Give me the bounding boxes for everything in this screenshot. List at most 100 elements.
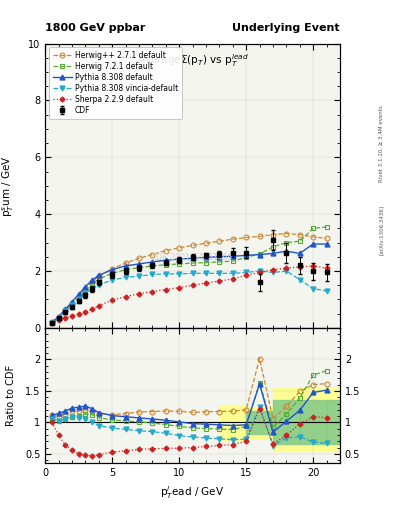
Pythia 8.308 default — [298, 250, 302, 257]
Herwig++ 2.7.1 default — [137, 255, 141, 261]
Herwig 7.2.1 default — [56, 314, 61, 321]
Herwig++ 2.7.1 default — [123, 260, 128, 266]
Line: Herwig++ 2.7.1 default: Herwig++ 2.7.1 default — [50, 231, 329, 325]
Sherpa 2.2.9 default — [324, 265, 329, 271]
Sherpa 2.2.9 default — [70, 313, 74, 319]
Sherpa 2.2.9 default — [217, 278, 222, 284]
Pythia 8.308 default — [244, 252, 248, 259]
Herwig++ 2.7.1 default — [70, 300, 74, 306]
Herwig 7.2.1 default — [284, 240, 289, 246]
Pythia 8.308 vincia-default — [76, 296, 81, 302]
Pythia 8.308 default — [110, 267, 114, 273]
Text: Average$\Sigma$(p$_T$) vs p$_T^{lead}$: Average$\Sigma$(p$_T$) vs p$_T^{lead}$ — [137, 52, 248, 69]
Sherpa 2.2.9 default — [230, 276, 235, 282]
Pythia 8.308 vincia-default — [271, 269, 275, 275]
Herwig++ 2.7.1 default — [110, 266, 114, 272]
Pythia 8.308 vincia-default — [63, 308, 68, 314]
Sherpa 2.2.9 default — [63, 315, 68, 321]
Herwig 7.2.1 default — [217, 259, 222, 265]
Pythia 8.308 vincia-default — [96, 282, 101, 288]
Herwig++ 2.7.1 default — [96, 273, 101, 279]
Sherpa 2.2.9 default — [150, 288, 155, 294]
Herwig++ 2.7.1 default — [63, 307, 68, 313]
Sherpa 2.2.9 default — [50, 319, 54, 326]
Pythia 8.308 vincia-default — [244, 269, 248, 275]
Sherpa 2.2.9 default — [284, 265, 289, 271]
Herwig 7.2.1 default — [50, 319, 54, 326]
Herwig++ 2.7.1 default — [324, 236, 329, 242]
Pythia 8.308 vincia-default — [311, 286, 316, 292]
Pythia 8.308 vincia-default — [204, 270, 208, 276]
Sherpa 2.2.9 default — [90, 306, 94, 312]
Sherpa 2.2.9 default — [298, 264, 302, 270]
Pythia 8.308 vincia-default — [298, 276, 302, 283]
Pythia 8.308 default — [284, 248, 289, 254]
Pythia 8.308 default — [96, 272, 101, 279]
Herwig++ 2.7.1 default — [83, 286, 88, 292]
Herwig 7.2.1 default — [150, 263, 155, 269]
Herwig 7.2.1 default — [257, 251, 262, 257]
Pythia 8.308 vincia-default — [50, 319, 54, 326]
Text: Underlying Event: Underlying Event — [232, 23, 340, 33]
Pythia 8.308 vincia-default — [137, 273, 141, 279]
Herwig++ 2.7.1 default — [50, 319, 54, 325]
Herwig++ 2.7.1 default — [311, 234, 316, 240]
Pythia 8.308 default — [204, 254, 208, 261]
Pythia 8.308 vincia-default — [56, 314, 61, 321]
Sherpa 2.2.9 default — [123, 293, 128, 300]
Sherpa 2.2.9 default — [76, 311, 81, 317]
Pythia 8.308 vincia-default — [150, 271, 155, 278]
Herwig 7.2.1 default — [271, 244, 275, 250]
Legend: Herwig++ 2.7.1 default, Herwig 7.2.1 default, Pythia 8.308 default, Pythia 8.308: Herwig++ 2.7.1 default, Herwig 7.2.1 def… — [49, 47, 182, 118]
Sherpa 2.2.9 default — [110, 297, 114, 303]
Herwig 7.2.1 default — [76, 295, 81, 301]
Herwig 7.2.1 default — [324, 224, 329, 230]
Herwig 7.2.1 default — [177, 261, 182, 267]
Herwig 7.2.1 default — [163, 262, 168, 268]
Sherpa 2.2.9 default — [271, 267, 275, 273]
Herwig++ 2.7.1 default — [76, 293, 81, 299]
Herwig 7.2.1 default — [311, 225, 316, 231]
Herwig++ 2.7.1 default — [284, 230, 289, 237]
Sherpa 2.2.9 default — [163, 286, 168, 292]
Sherpa 2.2.9 default — [190, 282, 195, 288]
Pythia 8.308 default — [137, 261, 141, 267]
Pythia 8.308 default — [257, 251, 262, 258]
Herwig 7.2.1 default — [90, 281, 94, 287]
Pythia 8.308 vincia-default — [70, 302, 74, 308]
Pythia 8.308 default — [271, 250, 275, 257]
Herwig 7.2.1 default — [123, 267, 128, 273]
Pythia 8.308 default — [217, 254, 222, 260]
Sherpa 2.2.9 default — [56, 317, 61, 323]
Pythia 8.308 vincia-default — [163, 271, 168, 277]
Herwig++ 2.7.1 default — [298, 231, 302, 238]
Pythia 8.308 default — [83, 284, 88, 290]
Line: Sherpa 2.2.9 default: Sherpa 2.2.9 default — [50, 264, 328, 325]
Herwig 7.2.1 default — [70, 302, 74, 308]
Pythia 8.308 vincia-default — [324, 288, 329, 294]
Sherpa 2.2.9 default — [244, 272, 248, 279]
Herwig 7.2.1 default — [83, 288, 88, 294]
Y-axis label: Ratio to CDF: Ratio to CDF — [6, 365, 16, 426]
Line: Herwig 7.2.1 default: Herwig 7.2.1 default — [50, 225, 329, 325]
Herwig 7.2.1 default — [244, 254, 248, 261]
Herwig 7.2.1 default — [96, 276, 101, 282]
Herwig++ 2.7.1 default — [190, 242, 195, 248]
Herwig++ 2.7.1 default — [244, 234, 248, 241]
Pythia 8.308 default — [56, 313, 61, 319]
Herwig++ 2.7.1 default — [163, 247, 168, 253]
Pythia 8.308 vincia-default — [230, 270, 235, 276]
Herwig++ 2.7.1 default — [230, 236, 235, 242]
Herwig 7.2.1 default — [298, 238, 302, 244]
Pythia 8.308 default — [324, 241, 329, 247]
Pythia 8.308 vincia-default — [190, 270, 195, 276]
Herwig++ 2.7.1 default — [271, 231, 275, 238]
Herwig++ 2.7.1 default — [90, 279, 94, 285]
Sherpa 2.2.9 default — [257, 269, 262, 275]
Pythia 8.308 default — [230, 253, 235, 260]
Sherpa 2.2.9 default — [137, 291, 141, 297]
Pythia 8.308 vincia-default — [284, 268, 289, 274]
Herwig 7.2.1 default — [137, 265, 141, 271]
Y-axis label: p$_{T}^{s}$um / GeV: p$_{T}^{s}$um / GeV — [0, 155, 16, 217]
Herwig 7.2.1 default — [63, 308, 68, 314]
